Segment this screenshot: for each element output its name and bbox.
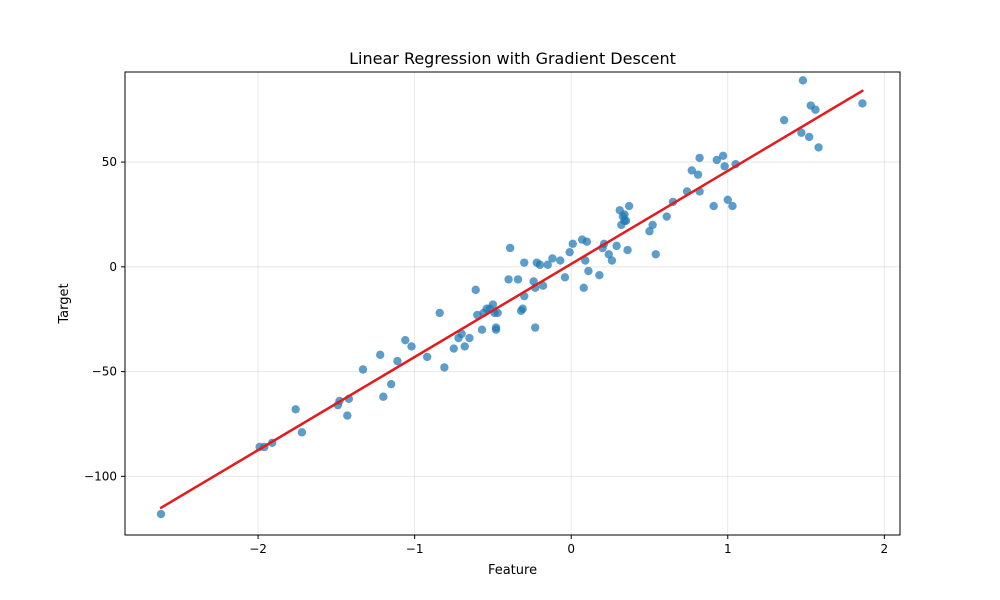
data-point (582, 237, 592, 246)
data-point (581, 256, 590, 265)
x-tick-label: −1 (406, 542, 424, 556)
data-point (693, 170, 703, 179)
data-point (779, 115, 789, 125)
data-point (728, 201, 737, 211)
x-tick-label: 0 (567, 542, 575, 556)
data-point (624, 201, 634, 211)
data-point (422, 352, 432, 362)
data-point (543, 260, 552, 269)
data-point (621, 216, 631, 225)
data-point (709, 201, 718, 211)
data-point (584, 266, 593, 276)
data-point (520, 258, 529, 267)
data-point (538, 281, 548, 290)
data-point (386, 379, 396, 389)
data-point (718, 151, 728, 161)
data-point (513, 275, 523, 284)
chart-title: Linear Regression with Gradient Descent (349, 49, 676, 68)
y-tick-label: −50 (92, 365, 117, 379)
data-point (297, 428, 307, 437)
data-point (858, 99, 867, 108)
data-point (607, 256, 617, 265)
data-point (712, 155, 722, 165)
data-point (477, 325, 487, 334)
data-point (435, 308, 444, 318)
data-point (695, 153, 704, 163)
data-point (651, 250, 660, 259)
y-tick-label: −100 (84, 469, 117, 483)
data-point (518, 304, 527, 313)
regression-line (159, 89, 864, 510)
y-axis-label: Target (57, 283, 72, 324)
plot-frame (124, 71, 901, 536)
data-point (449, 344, 458, 353)
data-point (535, 260, 545, 269)
data-point (291, 405, 300, 414)
y-tick-label: 50 (102, 155, 117, 169)
data-point (612, 241, 621, 251)
data-point (565, 247, 574, 257)
fit-line-group (159, 89, 864, 510)
x-tick-label: 1 (724, 542, 732, 556)
x-tick-label: 2 (881, 542, 889, 556)
data-point (645, 227, 654, 236)
data-point (648, 220, 657, 230)
data-point (407, 342, 416, 351)
data-point (548, 254, 557, 263)
data-point (560, 273, 570, 282)
data-point (723, 195, 732, 204)
data-point (662, 212, 671, 221)
plot-area (125, 72, 900, 535)
data-point (440, 363, 449, 372)
grid-lines (125, 72, 900, 535)
data-point (620, 210, 629, 219)
data-point (504, 275, 513, 284)
data-point (797, 128, 806, 137)
data-point (401, 335, 410, 345)
data-point (376, 350, 385, 360)
data-point (488, 300, 498, 309)
data-point (393, 356, 402, 366)
data-point (465, 333, 474, 343)
data-point (343, 411, 352, 420)
data-point (491, 325, 501, 334)
data-point (471, 285, 480, 295)
data-point (460, 342, 469, 351)
x-axis-label: Feature (488, 563, 537, 578)
data-point (814, 143, 823, 152)
x-tick-label: −2 (249, 542, 267, 556)
data-point (358, 365, 368, 374)
data-point (811, 105, 820, 114)
y-tick-label: 0 (109, 260, 117, 274)
data-point (687, 166, 696, 175)
data-point (804, 132, 814, 142)
data-point (568, 239, 577, 248)
x-axis-ticks: −2 −1 0 1 2 (249, 535, 888, 556)
data-point (579, 283, 588, 292)
data-point (798, 76, 808, 85)
data-point (505, 243, 515, 253)
data-point (531, 323, 540, 332)
data-point (595, 271, 604, 280)
data-point (604, 250, 613, 259)
data-point (556, 256, 565, 265)
data-point (720, 162, 729, 171)
scatter-points (156, 76, 867, 519)
data-point (623, 245, 632, 255)
data-point (493, 308, 502, 318)
y-axis-ticks: −100 −50 0 50 (84, 155, 125, 483)
data-point (379, 392, 388, 401)
data-point (156, 509, 166, 519)
